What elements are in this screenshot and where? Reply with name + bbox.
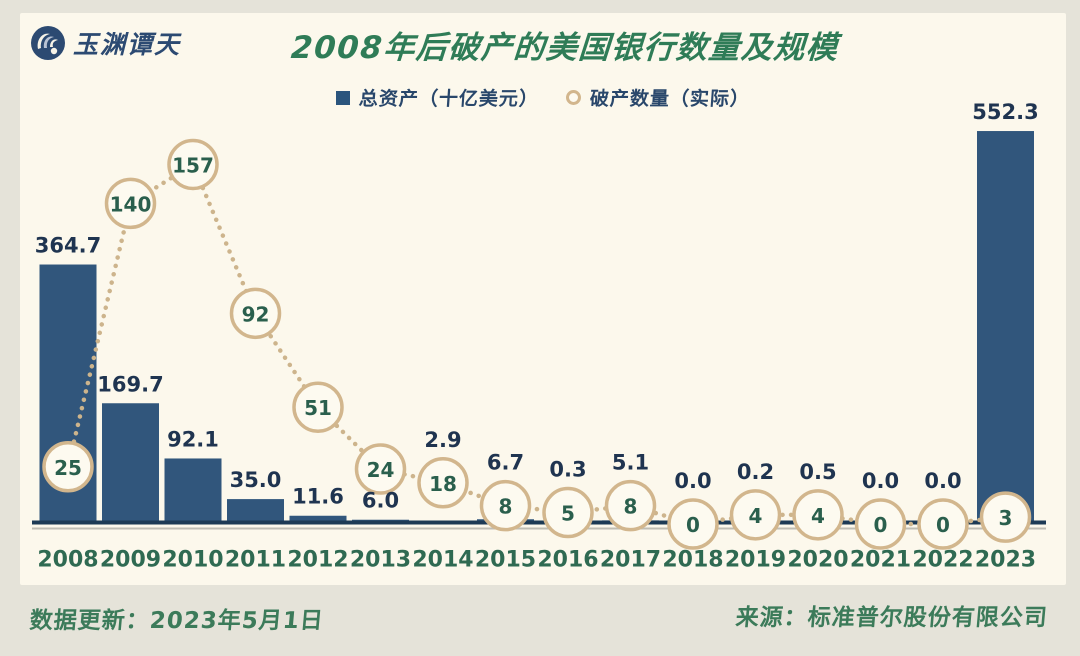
count-marker-2020 — [792, 489, 844, 541]
x-axis-label: 2020 — [787, 548, 848, 573]
x-axis-line — [32, 520, 1046, 525]
bar-value-label: 0.2 — [737, 460, 774, 484]
bar-2023 — [977, 131, 1034, 524]
count-marker-2019 — [729, 489, 782, 541]
bar-value-label: 0.0 — [924, 469, 961, 493]
count-marker-value: 3 — [999, 506, 1013, 530]
bar-value-label: 0.3 — [549, 458, 586, 482]
x-axis-label: 2023 — [975, 548, 1036, 573]
data-updated-note: 数据更新：2023年5月1日 — [28, 608, 325, 634]
count-marker-2023 — [979, 491, 1032, 543]
x-axis-label: 2021 — [850, 548, 911, 573]
logo-wave-icon — [31, 26, 65, 60]
chart-legend: 总资产（十亿美元） 破产数量（实际） — [20, 84, 1066, 111]
legend-circle-marker-icon — [565, 90, 581, 105]
x-axis-label: 2016 — [537, 548, 598, 573]
legend-item-failure-count: 破产数量（实际） — [565, 84, 750, 111]
bar-value-label: 6.0 — [362, 489, 399, 513]
bank-failures-chart: 25 140 157 92 51 24 18 8 5 8 0 4 4 0 0 3 364.7 169.7 92.1 3… — [32, 100, 1046, 573]
bar-value-label: 5.1 — [612, 451, 649, 475]
bar-value-label: 169.7 — [97, 372, 163, 396]
count-marker-value: 4 — [811, 504, 825, 528]
bar-value-label: 2.9 — [424, 428, 461, 452]
x-axis-label: 2012 — [287, 548, 348, 573]
count-marker-2017 — [604, 479, 657, 532]
x-axis-shadow — [32, 527, 1046, 530]
count-marker-value: 5 — [561, 502, 575, 526]
x-axis-label: 2010 — [162, 548, 223, 573]
bar-2010 — [164, 458, 222, 524]
count-marker-2008 — [42, 441, 94, 493]
count-marker-value: 18 — [429, 472, 457, 496]
bar-2009 — [102, 403, 159, 524]
x-axis-label: 2017 — [600, 548, 661, 573]
count-marker-2021 — [854, 498, 907, 550]
count-marker-value: 8 — [499, 495, 513, 519]
count-marker-2016 — [542, 486, 594, 539]
x-axis-label: 2015 — [475, 548, 536, 573]
bar-value-label: 0.0 — [862, 469, 899, 493]
count-marker-2013 — [354, 443, 407, 495]
bar-value-label: 0.0 — [674, 469, 711, 493]
count-marker-value: 4 — [749, 504, 763, 528]
count-marker-value: 140 — [110, 192, 152, 216]
bar-value-label: 6.7 — [487, 451, 524, 475]
count-marker-2010 — [167, 138, 219, 191]
count-marker-2009 — [104, 177, 157, 230]
count-marker-2012 — [292, 381, 344, 433]
bar-2012 — [289, 515, 347, 524]
bar-value-label: 11.6 — [292, 485, 344, 509]
bar-2011 — [227, 499, 284, 524]
bar-value-label: 552.3 — [972, 100, 1038, 124]
count-marker-value: 157 — [172, 153, 214, 177]
x-axis-label: 2013 — [350, 548, 411, 573]
count-marker-2011 — [229, 287, 282, 340]
logo-text: 玉渊谭天 — [73, 30, 182, 59]
x-axis-label: 2022 — [912, 548, 973, 573]
x-axis-label: 2014 — [412, 548, 473, 573]
x-axis-label: 2009 — [100, 548, 161, 573]
count-marker-value: 0 — [874, 513, 888, 537]
count-marker-2022 — [917, 498, 969, 550]
bar-value-label: 0.5 — [799, 460, 836, 484]
x-axis-label: 2008 — [37, 548, 98, 573]
count-marker-value: 92 — [242, 302, 270, 326]
legend-item-total-assets: 总资产（十亿美元） — [336, 84, 540, 111]
logo: 玉渊谭天 — [30, 25, 181, 61]
chart-card: 玉渊谭天 2008年后破产的美国银行数量及规模 总资产（十亿美元） 破产数量（实… — [20, 13, 1066, 585]
count-marker-value: 25 — [54, 456, 82, 480]
bar-value-label: 92.1 — [167, 427, 219, 451]
count-marker-value: 0 — [936, 513, 950, 537]
source-note: 来源：标准普尔股份有限公司 — [734, 605, 1049, 631]
count-marker-value: 51 — [304, 396, 332, 420]
count-marker-value: 24 — [367, 458, 395, 482]
count-marker-value: 0 — [686, 513, 700, 537]
bar-value-label: 364.7 — [35, 234, 101, 258]
count-marker-value: 8 — [624, 495, 638, 519]
x-axis-label: 2011 — [225, 548, 286, 573]
count-marker-2014 — [417, 457, 469, 509]
legend-bar-swatch-icon — [336, 90, 351, 105]
x-axis-label: 2019 — [725, 548, 786, 573]
x-axis-label: 2018 — [662, 548, 723, 573]
count-marker-2015 — [479, 479, 532, 532]
count-dotted-line — [65, 161, 1008, 527]
count-marker-2018 — [667, 498, 719, 550]
bar-value-label: 35.0 — [230, 468, 282, 492]
